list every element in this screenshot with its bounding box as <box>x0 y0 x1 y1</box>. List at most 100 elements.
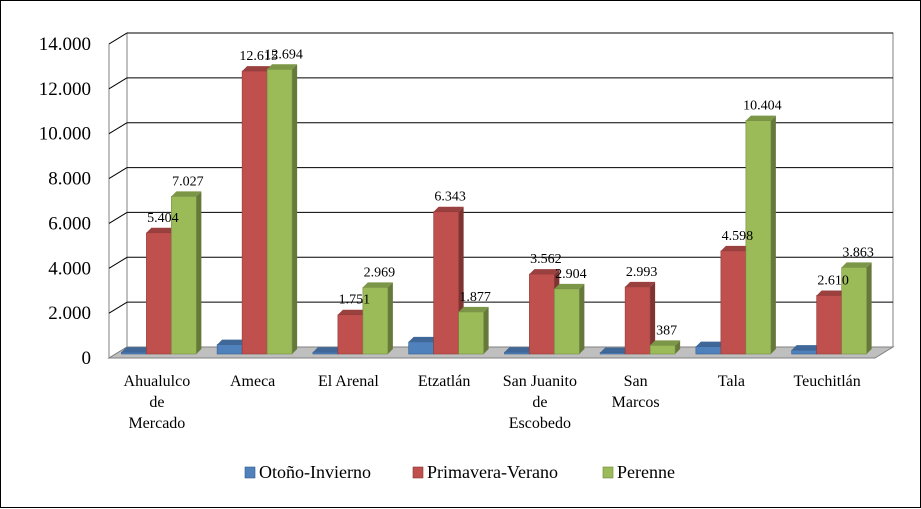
bar-front <box>312 351 339 355</box>
bar-top <box>458 306 489 312</box>
legend: Otoño-Invierno Primavera-Verano Perenne <box>244 462 675 482</box>
data-label: 1.877 <box>459 290 491 305</box>
bar-front <box>504 351 530 355</box>
bar-top <box>433 206 464 212</box>
data-label: 2.969 <box>364 265 396 280</box>
bar-top <box>121 347 152 353</box>
bar-1-1 <box>241 66 273 355</box>
category-label: Etzatlán <box>418 373 470 390</box>
bar-top <box>267 64 298 70</box>
bar-top <box>600 347 631 353</box>
category-label: Tala <box>718 373 745 390</box>
bar-side <box>675 340 681 354</box>
data-label: 6.343 <box>434 190 466 205</box>
gridline-side <box>108 256 128 269</box>
bar-2-7 <box>841 262 872 355</box>
bar-front <box>146 232 172 355</box>
category-label-line: Etzatlán <box>418 373 470 390</box>
bar-front <box>816 295 842 355</box>
bar-side <box>196 191 202 354</box>
category-label-line: Escobedo <box>509 415 571 432</box>
data-label: 3.863 <box>842 245 874 260</box>
category-label-line: de <box>149 394 164 411</box>
bar-top <box>791 345 822 351</box>
category-label-line: Ahualulco <box>124 373 191 390</box>
category-label-line: Tala <box>718 373 745 390</box>
category-label: San Marcos <box>612 373 660 411</box>
bar-2-0 <box>171 191 202 355</box>
bar-front <box>720 250 747 355</box>
legend-swatch <box>412 466 424 479</box>
legend-label: Primavera-Verano <box>427 462 558 482</box>
bar-top <box>171 191 202 197</box>
y-tick-label: 0 <box>82 348 92 369</box>
legend-swatch <box>602 466 614 479</box>
bar-front <box>529 273 555 355</box>
bar-front <box>337 314 364 355</box>
category-label-line: Teuchitlán <box>793 373 860 390</box>
bar-top <box>554 283 585 289</box>
bar-side <box>387 282 393 354</box>
bar-front <box>695 346 722 355</box>
bar-side <box>579 283 585 354</box>
gridline-side <box>108 32 128 45</box>
bar-front <box>599 352 626 355</box>
side-wall <box>108 32 128 359</box>
category-label: Ameca <box>230 373 275 390</box>
category-label: El Arenal <box>318 373 379 390</box>
bar-front <box>649 345 676 355</box>
y-tick-label: 10.000 <box>39 124 91 145</box>
bar-top <box>504 347 535 353</box>
bar-top <box>242 66 273 72</box>
data-label: 2.904 <box>555 267 587 282</box>
bar-top <box>720 245 751 251</box>
bar-front <box>458 311 484 355</box>
bar-front <box>841 267 867 355</box>
bar-front <box>362 287 389 355</box>
gridline-side <box>108 122 128 135</box>
bar-2-6 <box>745 115 776 355</box>
bar-2-5 <box>649 340 681 355</box>
gridline-side <box>108 77 128 90</box>
data-label: 10.404 <box>743 99 782 114</box>
category-label: Ahualulco de Mercado <box>124 373 191 432</box>
bar-2-4 <box>554 283 585 355</box>
category-label: San Juanito de Escobedo <box>503 373 577 432</box>
data-label: 3.562 <box>530 252 562 267</box>
gridline-side <box>108 212 128 224</box>
bar-2-1 <box>266 64 298 355</box>
category-label-line: Ameca <box>230 373 275 390</box>
bar-front <box>408 341 434 355</box>
bar-front <box>216 344 243 355</box>
y-tick-label: 2.000 <box>48 303 91 324</box>
category-label-line: San <box>624 373 648 390</box>
bar-front <box>433 211 459 355</box>
bar-top <box>695 341 726 347</box>
legend-label: Otoño-Invierno <box>259 462 371 482</box>
y-tick-label: 4.000 <box>48 258 91 279</box>
bar-side <box>866 262 872 354</box>
bar-1-5 <box>624 281 656 355</box>
category-label: Teuchitlán <box>793 373 860 390</box>
bar-top <box>408 336 439 342</box>
bar-side <box>292 64 298 354</box>
legend-swatch <box>244 466 256 479</box>
data-label: 7.027 <box>172 174 204 189</box>
bar-top <box>745 115 776 121</box>
data-label: 2.610 <box>817 273 849 288</box>
bar-top <box>625 281 656 287</box>
bar-2-2 <box>362 282 393 355</box>
bar-top <box>816 290 847 296</box>
y-tick-label: 14.000 <box>39 34 91 55</box>
bar-front <box>241 70 268 355</box>
legend-label: Perenne <box>617 462 675 482</box>
bar-front <box>554 288 580 355</box>
bar-top <box>312 347 343 353</box>
data-label: 12.694 <box>264 47 303 62</box>
bar-side <box>770 115 776 355</box>
gridline-side <box>108 167 128 179</box>
data-label: 2.993 <box>626 265 658 280</box>
